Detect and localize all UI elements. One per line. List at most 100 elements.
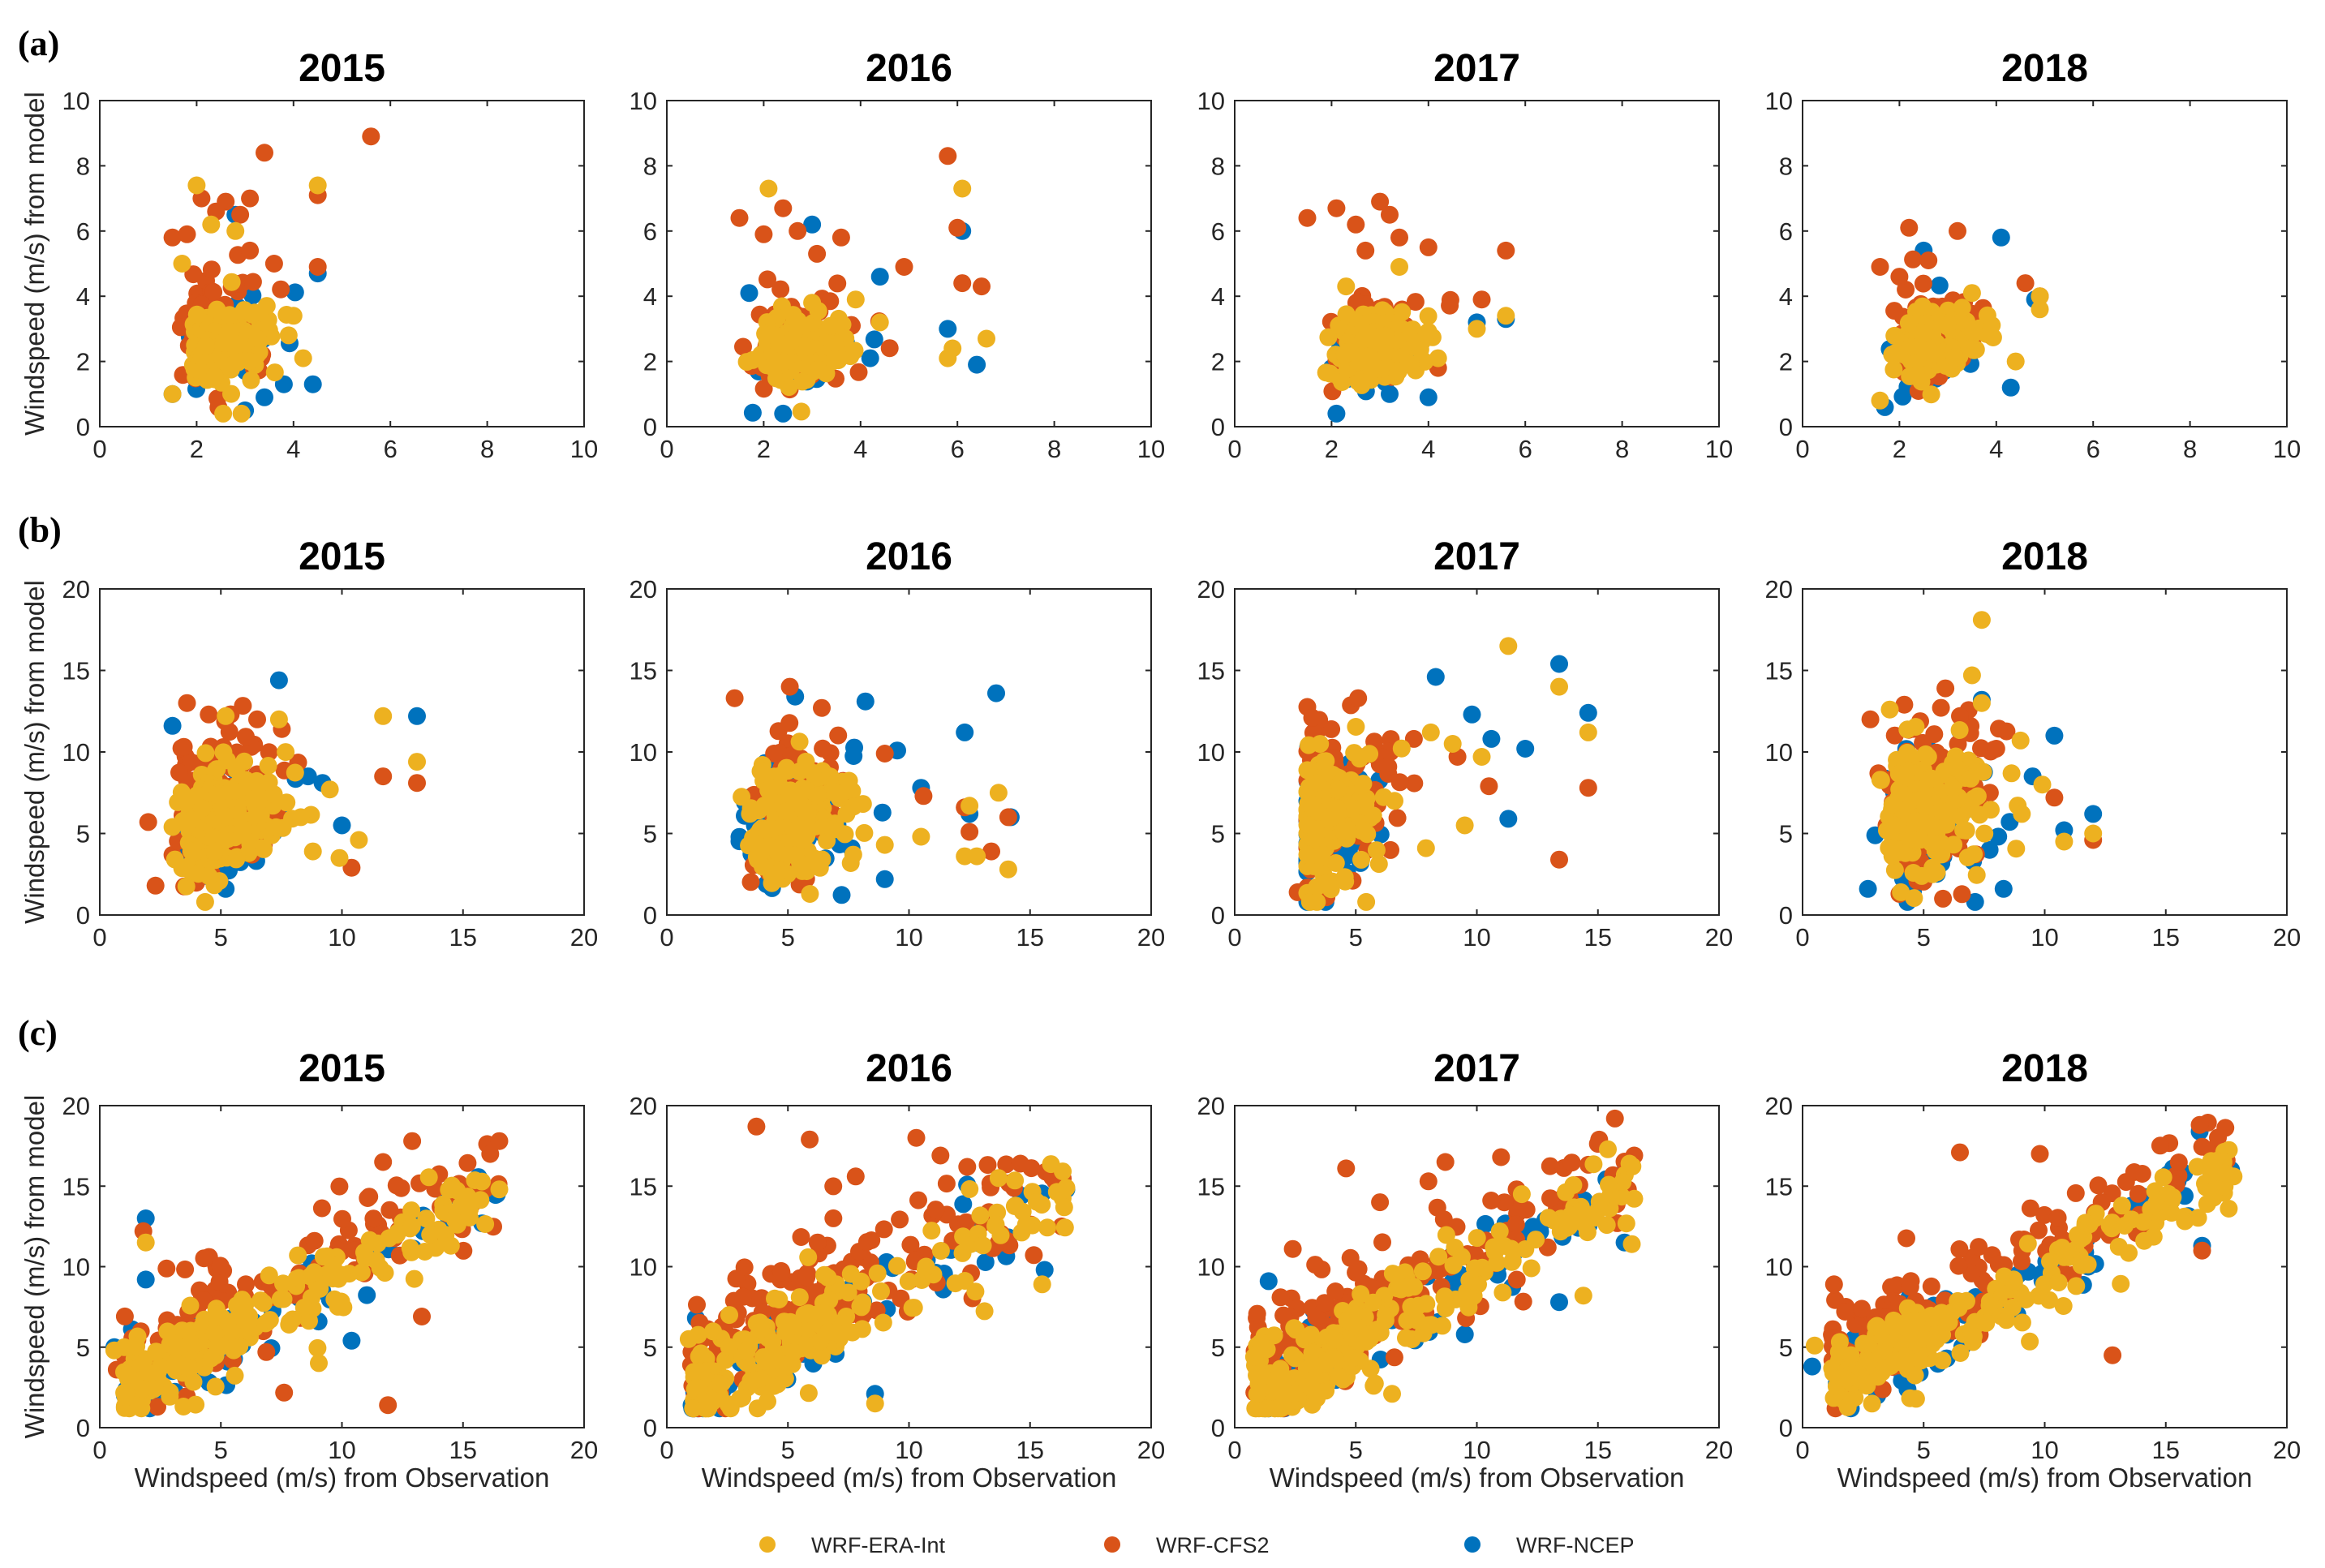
data-point bbox=[774, 199, 793, 217]
data-point bbox=[2031, 1145, 2049, 1163]
data-point bbox=[178, 694, 196, 712]
data-point bbox=[1480, 777, 1498, 796]
data-point bbox=[771, 334, 789, 353]
x-axis-label: Windspeed (m/s) from Observation bbox=[702, 1463, 1117, 1493]
x-tick-label: 5 bbox=[214, 1436, 228, 1464]
data-point bbox=[267, 818, 286, 836]
x-tick-label: 0 bbox=[1227, 923, 1241, 952]
data-point bbox=[256, 144, 273, 162]
y-tick-label: 0 bbox=[76, 1414, 90, 1442]
data-point bbox=[211, 1257, 230, 1275]
data-point bbox=[825, 350, 844, 367]
data-point bbox=[208, 1305, 226, 1324]
chart-title: 2015 bbox=[299, 535, 385, 578]
data-point bbox=[204, 283, 223, 302]
data-point bbox=[989, 1169, 1008, 1188]
data-point bbox=[1397, 1329, 1415, 1347]
data-point bbox=[1522, 1259, 1541, 1278]
x-tick-label: 10 bbox=[2273, 435, 2301, 463]
data-point bbox=[801, 1130, 819, 1149]
y-tick-label: 0 bbox=[643, 413, 657, 441]
data-point bbox=[1599, 1140, 1617, 1158]
data-point bbox=[174, 737, 193, 756]
data-point bbox=[1308, 892, 1326, 911]
x-tick-label: 20 bbox=[570, 1436, 598, 1464]
data-point bbox=[1286, 1349, 1304, 1368]
data-point bbox=[1922, 1277, 1940, 1295]
data-point bbox=[1951, 707, 1969, 725]
x-tick-label: 20 bbox=[1705, 923, 1733, 952]
x-tick-label: 5 bbox=[1917, 1436, 1931, 1464]
data-point bbox=[857, 1233, 876, 1252]
data-point bbox=[733, 1389, 752, 1407]
data-point bbox=[163, 228, 182, 247]
data-point bbox=[2048, 1209, 2067, 1227]
y-tick-label: 5 bbox=[1779, 820, 1793, 848]
data-point bbox=[745, 834, 763, 853]
x-tick-label: 5 bbox=[781, 923, 795, 952]
data-point bbox=[1443, 735, 1462, 753]
data-point bbox=[953, 274, 972, 293]
y-tick-label: 0 bbox=[1211, 1414, 1225, 1442]
data-point bbox=[326, 1265, 345, 1283]
data-point bbox=[1539, 1209, 1558, 1227]
data-point bbox=[2011, 731, 2030, 750]
data-point bbox=[1429, 349, 1447, 367]
axes-frame bbox=[1802, 588, 2288, 916]
data-point bbox=[1885, 326, 1904, 345]
data-point bbox=[926, 1201, 945, 1219]
data-point bbox=[1319, 328, 1338, 346]
data-point bbox=[1285, 1385, 1304, 1403]
data-point bbox=[775, 353, 793, 371]
data-point bbox=[2089, 1176, 2108, 1195]
data-point bbox=[1404, 729, 1423, 748]
data-point bbox=[779, 762, 797, 780]
data-point bbox=[1499, 637, 1518, 655]
y-tick-label: 0 bbox=[1211, 413, 1225, 441]
x-tick-label: 2 bbox=[1893, 435, 1906, 463]
data-point bbox=[1376, 1311, 1395, 1330]
data-point bbox=[1315, 1294, 1334, 1312]
x-tick-label: 8 bbox=[2183, 435, 2197, 463]
data-point bbox=[730, 208, 749, 227]
y-tick-label: 2 bbox=[643, 348, 657, 376]
data-point bbox=[1978, 306, 1996, 324]
data-point bbox=[139, 813, 157, 831]
data-point bbox=[832, 886, 851, 904]
data-point bbox=[2190, 1115, 2209, 1134]
data-point bbox=[1308, 1389, 1326, 1407]
data-point bbox=[846, 1167, 865, 1186]
y-tick-label: 0 bbox=[76, 901, 90, 930]
data-point bbox=[181, 1296, 200, 1315]
data-point bbox=[1335, 868, 1354, 887]
data-point bbox=[272, 280, 290, 299]
data-point bbox=[844, 845, 862, 864]
data-point bbox=[1938, 316, 1957, 334]
data-point bbox=[1940, 801, 1958, 820]
data-point bbox=[294, 1299, 313, 1317]
data-point bbox=[1466, 1245, 1485, 1264]
data-point bbox=[999, 860, 1017, 879]
data-point bbox=[1900, 218, 1919, 237]
data-point bbox=[836, 825, 854, 844]
x-tick-label: 0 bbox=[660, 923, 673, 952]
data-point bbox=[1913, 297, 1932, 316]
data-point bbox=[1468, 1229, 1486, 1248]
chart-title: 2018 bbox=[2001, 47, 2088, 90]
data-point bbox=[2084, 805, 2103, 823]
y-tick-label: 8 bbox=[76, 152, 90, 180]
data-point bbox=[856, 692, 875, 711]
data-point bbox=[720, 1338, 738, 1356]
y-tick-label: 15 bbox=[62, 657, 90, 685]
data-point bbox=[413, 1308, 431, 1325]
y-tick-label: 20 bbox=[1765, 1092, 1793, 1120]
y-tick-label: 4 bbox=[1779, 282, 1793, 311]
data-point bbox=[260, 743, 278, 762]
data-point bbox=[1919, 251, 1938, 269]
data-point bbox=[1321, 364, 1339, 383]
data-point bbox=[1490, 1222, 1509, 1240]
data-point bbox=[2055, 832, 2074, 851]
